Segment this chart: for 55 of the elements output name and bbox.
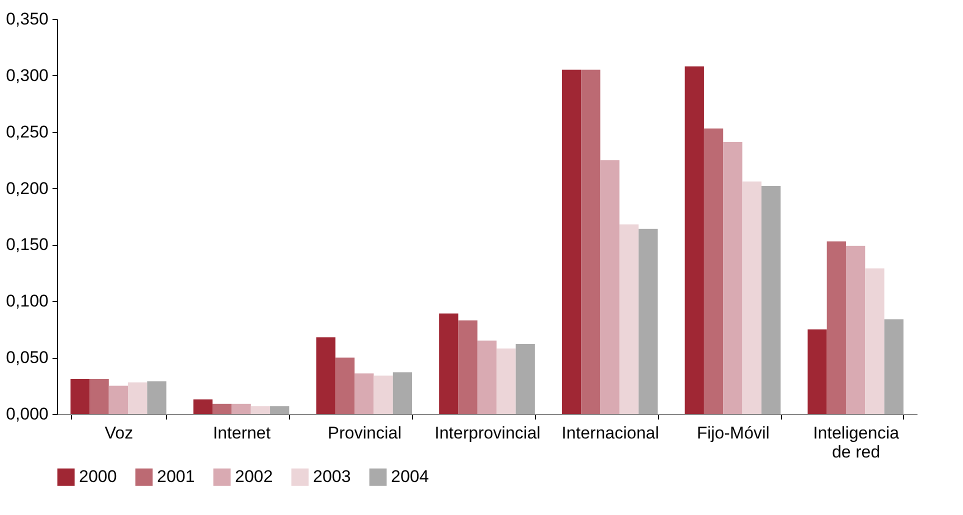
bar [212,404,232,414]
y-tick-label: 0,100 [6,292,48,311]
bar [808,329,827,414]
legend-label: 2001 [157,467,195,486]
bar [270,406,290,414]
bar [90,379,109,414]
y-tick-label: 0,350 [6,10,48,28]
x-tick-label: Voz [104,424,134,442]
bar [884,319,904,414]
bar [496,348,516,414]
bar [232,404,251,414]
y-tick-label: 0,200 [6,178,48,198]
y-tick-label: 0,300 [6,66,48,85]
bar [316,337,336,414]
bar [704,128,724,414]
y-tick-label: 0,050 [6,348,48,368]
x-tick-label: Inteligencia de red [813,424,900,462]
bar [439,314,458,414]
bar [392,372,412,414]
bar [826,241,846,414]
bar [147,381,166,414]
legend-label: 2004 [391,467,429,486]
bar [516,344,535,414]
legend-label: 2002 [235,467,273,486]
bar [846,246,866,414]
bar [684,66,704,414]
bar [70,379,90,414]
bar [108,386,128,414]
bar [619,224,639,414]
bar [600,160,620,414]
legend-label: 2003 [313,467,351,486]
y-tick-label: 0,000 [6,404,48,424]
bar [761,186,781,414]
x-tick-label: Interprovincial [434,424,540,442]
bar [354,373,374,414]
bar [374,376,393,414]
legend-label: 2000 [79,467,117,486]
bar [193,399,213,414]
bar [865,268,884,414]
bar [723,142,742,414]
y-tick-label: 0,150 [6,235,48,254]
bar [250,406,270,414]
x-tick-label: Internacional [562,424,660,442]
bar [581,70,600,414]
bar [458,320,478,414]
bar [562,70,582,414]
bar [638,228,658,414]
x-tick-label: Fijo-Móvil [696,424,770,442]
bar [128,382,148,414]
bar [335,358,355,414]
bar [477,340,497,414]
bar [742,182,762,414]
y-tick-label: 0,250 [6,122,48,142]
x-tick-label: Provincial [328,424,402,442]
x-tick-label: Internet [212,424,271,442]
